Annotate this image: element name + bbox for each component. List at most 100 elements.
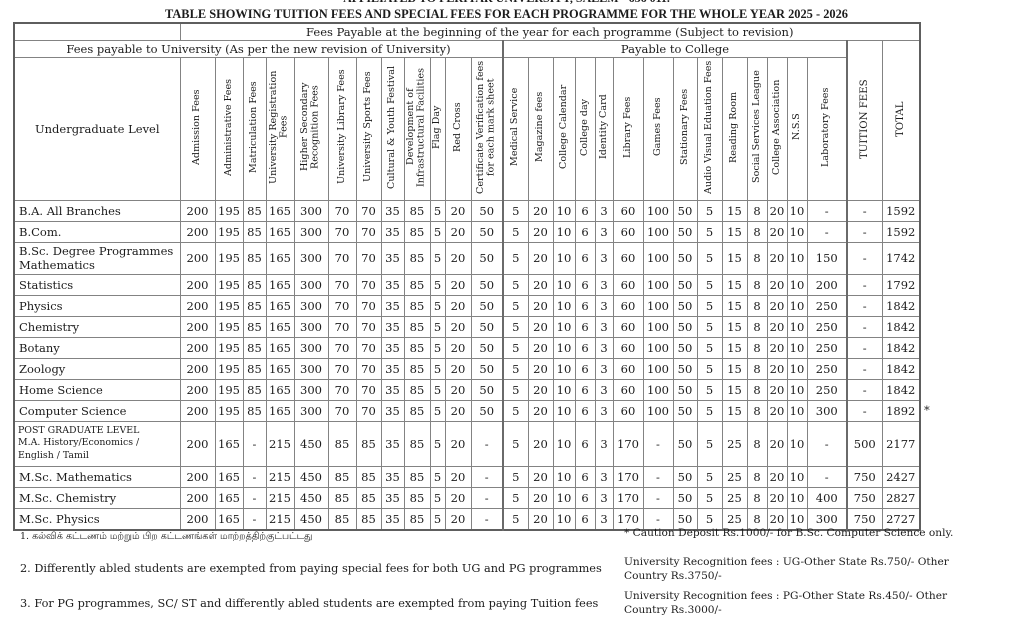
fee-cell: 10 xyxy=(786,420,808,467)
fee-cell: 25 xyxy=(721,486,748,509)
fee-cell: - xyxy=(470,486,504,509)
banner-row: Fees Payable at the beginning of the yea… xyxy=(13,22,921,41)
fee-cell: 20 xyxy=(527,273,554,296)
fee-cell: 10 xyxy=(552,221,576,243)
fee-cell: 6 xyxy=(574,242,596,275)
fee-cell: 8 xyxy=(746,221,768,243)
affiliation-line: AFFILIATED TO PERIYAR UNIVERSITY, SALEM … xyxy=(0,0,1013,6)
fee-cell: 3 xyxy=(594,420,614,467)
fee-cell: 20 xyxy=(527,378,554,401)
fee-cell: 5 xyxy=(502,486,529,509)
column-header-label: N.S.S xyxy=(790,113,802,141)
fee-cell: 35 xyxy=(380,294,405,317)
fee-cell: 300 xyxy=(806,507,848,531)
fee-cell: 85 xyxy=(403,420,431,467)
fee-cell: 100 xyxy=(642,294,674,317)
column-header-label: Matriculation Fees xyxy=(248,81,260,173)
programme-name: B.Sc. Degree Programmes Mathematics xyxy=(13,242,181,275)
fee-cell: 200 xyxy=(806,273,848,296)
fee-cell: 300 xyxy=(293,336,329,359)
fee-cell: 5 xyxy=(429,399,446,422)
fee-cell: 70 xyxy=(355,294,382,317)
fee-cell: 400 xyxy=(806,486,848,509)
fee-cell: 50 xyxy=(672,357,698,380)
fee-cell: - xyxy=(846,357,883,380)
fee-cell: 85 xyxy=(403,357,431,380)
fee-cell: 5 xyxy=(429,357,446,380)
group-header-row: Fees payable to University (As per the n… xyxy=(13,40,921,201)
fee-cell: 200 xyxy=(179,294,216,317)
fee-cell: 100 xyxy=(642,200,674,222)
fee-cell: 450 xyxy=(293,507,329,531)
column-header-audio-visual-eduation-fees: Audio Visual Eduation Fees xyxy=(696,57,723,201)
column-header-stationary-fees: Stationary Fees xyxy=(672,57,698,201)
table-row: Statistics 200 195 85 165 300 70 70 35 85 5 20 50 5 20… xyxy=(13,273,921,296)
fee-cell: 10 xyxy=(786,357,808,380)
fee-cell: - xyxy=(846,200,883,222)
fee-cell: 8 xyxy=(746,465,768,488)
fee-cell: 165 xyxy=(214,465,244,488)
fee-cell: 5 xyxy=(696,465,723,488)
fee-cell: 20 xyxy=(527,294,554,317)
fee-cell: - xyxy=(806,465,848,488)
fee-cell: 5 xyxy=(696,357,723,380)
fee-cell: - xyxy=(846,315,883,338)
fee-cell: 5 xyxy=(429,336,446,359)
fee-cell: 85 xyxy=(242,273,267,296)
fee-cell: 25 xyxy=(721,420,748,467)
fee-cell: 5 xyxy=(502,221,529,243)
fee-cell: 70 xyxy=(355,221,382,243)
fee-cell: 200 xyxy=(179,486,216,509)
fee-cell: 5 xyxy=(429,315,446,338)
programme-name: Chemistry xyxy=(13,315,181,338)
fee-cell: 20 xyxy=(766,294,788,317)
fee-cell: 450 xyxy=(293,486,329,509)
fee-cell: 300 xyxy=(293,315,329,338)
fee-cell: 85 xyxy=(403,273,431,296)
fee-cell: 10 xyxy=(786,315,808,338)
fee-cell: 5 xyxy=(429,465,446,488)
column-header-higher-secondary-recognition-fees: Higher Secondary Recognition Fees xyxy=(293,57,329,201)
fee-cell: 1842 xyxy=(881,378,921,401)
fee-cell: 50 xyxy=(672,242,698,275)
fee-cell: 200 xyxy=(179,273,216,296)
fee-cell: 10 xyxy=(786,221,808,243)
fee-cell: 20 xyxy=(527,486,554,509)
fee-cell: 5 xyxy=(696,420,723,467)
fee-cell: 85 xyxy=(355,465,382,488)
fee-cell: 165 xyxy=(265,294,295,317)
fee-cell: 10 xyxy=(552,507,576,531)
fee-cell: 85 xyxy=(403,315,431,338)
fee-cell: 50 xyxy=(672,315,698,338)
column-header-label: Reading Room xyxy=(728,91,740,163)
column-header-development-of-infrastructural-facilities: Development of Infrastructural Facilitie… xyxy=(403,57,431,201)
table-row: Chemistry 200 195 85 165 300 70 70 35 85 5 20 50 5 20 1… xyxy=(13,315,921,338)
column-header-label: Development of Infrastructural Facilitie… xyxy=(405,67,427,187)
column-header-label: Admission Fees xyxy=(191,89,203,165)
fee-cell: 250 xyxy=(806,357,848,380)
column-headers-row: Undergraduate Level Admission Fees Admini… xyxy=(13,57,920,201)
fee-cell: 35 xyxy=(380,465,405,488)
fee-cell: 35 xyxy=(380,315,405,338)
column-header-label: Administrative Fees xyxy=(222,78,234,176)
fee-cell: - xyxy=(470,420,504,467)
fee-cell: 200 xyxy=(179,315,216,338)
column-header-university-registration-fees: University Registration Fees xyxy=(265,57,295,201)
fee-cell: 50 xyxy=(672,273,698,296)
fee-cell: 200 xyxy=(179,465,216,488)
column-header-college-day: College day xyxy=(574,57,596,201)
programme-name: B.A. All Branches xyxy=(13,200,181,222)
programme-name: M.Sc. Chemistry xyxy=(13,486,181,509)
fee-cell: 10 xyxy=(552,336,576,359)
fee-cell: 35 xyxy=(380,200,405,222)
fee-cell: 2177 xyxy=(881,420,921,467)
fee-cell: 100 xyxy=(642,357,674,380)
fee-cell: 70 xyxy=(327,242,357,275)
fee-cell: 50 xyxy=(470,399,504,422)
fee-cell: 8 xyxy=(746,273,768,296)
fee-cell: 5 xyxy=(696,200,723,222)
fee-cell: 70 xyxy=(355,315,382,338)
fee-cell: 20 xyxy=(527,336,554,359)
column-header-label: Medical Service xyxy=(509,87,521,167)
fee-cell: 10 xyxy=(786,242,808,275)
